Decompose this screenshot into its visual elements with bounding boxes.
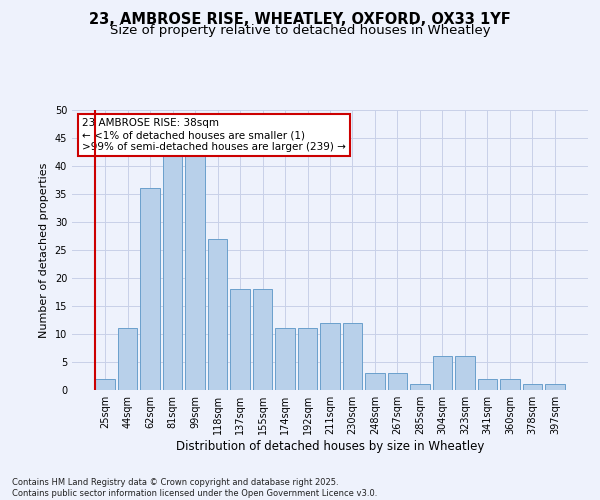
Bar (343, 323, 362, 390)
Bar (320, 323, 340, 390)
Text: Contains HM Land Registry data © Crown copyright and database right 2025.
Contai: Contains HM Land Registry data © Crown c… (12, 478, 377, 498)
Bar (118, 328, 137, 390)
Bar (478, 379, 497, 390)
Text: Size of property relative to detached houses in Wheatley: Size of property relative to detached ho… (110, 24, 490, 37)
Bar (230, 289, 250, 390)
Bar (253, 289, 272, 390)
Bar (455, 356, 475, 390)
Text: 23 AMBROSE RISE: 38sqm
← <1% of detached houses are smaller (1)
>99% of semi-det: 23 AMBROSE RISE: 38sqm ← <1% of detached… (82, 118, 346, 152)
Bar (433, 356, 452, 390)
X-axis label: Distribution of detached houses by size in Wheatley: Distribution of detached houses by size … (176, 440, 484, 453)
Bar (140, 188, 160, 390)
Bar (298, 328, 317, 390)
Bar (523, 384, 542, 390)
Bar (545, 384, 565, 390)
Bar (410, 384, 430, 390)
Bar (163, 155, 182, 390)
Y-axis label: Number of detached properties: Number of detached properties (39, 162, 49, 338)
Text: 23, AMBROSE RISE, WHEATLEY, OXFORD, OX33 1YF: 23, AMBROSE RISE, WHEATLEY, OXFORD, OX33… (89, 12, 511, 28)
Bar (365, 373, 385, 390)
Bar (500, 379, 520, 390)
Bar (95, 379, 115, 390)
Bar (208, 239, 227, 390)
Bar (275, 328, 295, 390)
Bar (388, 373, 407, 390)
Bar (185, 155, 205, 390)
